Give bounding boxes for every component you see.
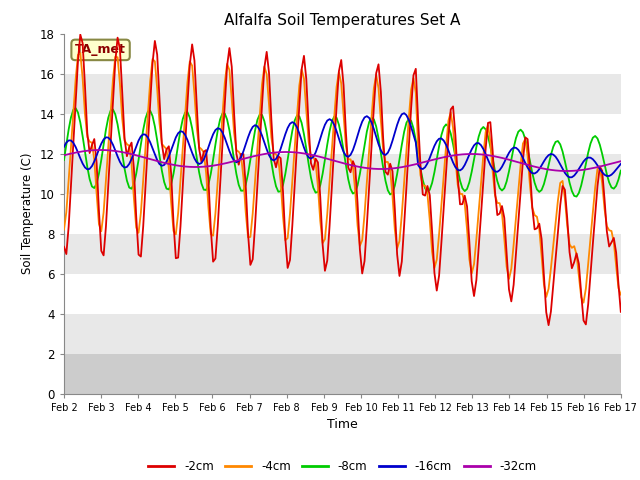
Bar [64, 274, 621, 313]
Bar [64, 154, 621, 193]
Y-axis label: Soil Temperature (C): Soil Temperature (C) [21, 153, 35, 275]
Bar [64, 193, 621, 234]
Bar [64, 34, 621, 73]
X-axis label: Time: Time [327, 418, 358, 431]
Bar [64, 73, 621, 114]
Text: TA_met: TA_met [75, 43, 126, 56]
Bar [64, 354, 621, 394]
Legend: -2cm, -4cm, -8cm, -16cm, -32cm: -2cm, -4cm, -8cm, -16cm, -32cm [144, 456, 541, 478]
Bar [64, 114, 621, 154]
Bar [64, 313, 621, 354]
Title: Alfalfa Soil Temperatures Set A: Alfalfa Soil Temperatures Set A [224, 13, 461, 28]
Bar [64, 234, 621, 274]
